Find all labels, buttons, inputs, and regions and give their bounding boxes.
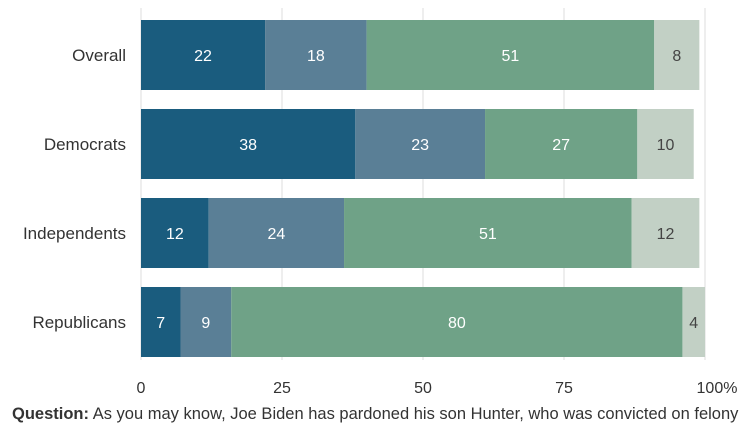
bar-segment	[355, 109, 486, 179]
data-label: 22	[194, 48, 212, 65]
bar-segment	[141, 109, 356, 179]
data-label: 23	[411, 137, 429, 154]
bar-segment	[141, 20, 266, 90]
x-tick-label: 75	[555, 380, 573, 397]
data-label: 12	[657, 226, 675, 243]
x-tick-label: 25	[273, 380, 291, 397]
data-label: 18	[307, 48, 325, 65]
bar-segment	[141, 198, 209, 268]
category-label: Overall	[72, 46, 126, 65]
bar-segment	[654, 20, 700, 90]
question-footnote: Question: As you may know, Joe Biden has…	[12, 403, 747, 425]
question-label: Question:	[12, 405, 89, 423]
data-label: 51	[502, 48, 520, 65]
category-label: Republicans	[32, 313, 126, 332]
bar-segment	[637, 109, 694, 179]
data-label: 8	[672, 48, 681, 65]
data-label: 4	[689, 315, 698, 332]
bar-segment	[180, 287, 232, 357]
category-label: Democrats	[44, 135, 126, 154]
question-text: As you may know, Joe Biden has pardoned …	[92, 405, 739, 423]
bar-segment	[366, 20, 655, 90]
category-label: Independents	[23, 224, 126, 243]
x-axis: 0 25 50 75 100%	[137, 380, 738, 397]
data-label: 10	[657, 137, 675, 154]
bar-segment	[265, 20, 367, 90]
bar-segment	[344, 198, 632, 268]
data-label: 9	[201, 315, 210, 332]
data-label: 80	[448, 315, 466, 332]
data-label: 24	[267, 226, 285, 243]
bar-segment	[208, 198, 345, 268]
bar-segment	[231, 287, 683, 357]
bar-segment	[631, 198, 700, 268]
x-tick-label: 50	[414, 380, 432, 397]
x-tick-label: 0	[137, 380, 146, 397]
bar-segment	[141, 287, 181, 357]
bar-segment	[485, 109, 638, 179]
data-label: 7	[156, 315, 165, 332]
data-label: 12	[166, 226, 184, 243]
data-label: 51	[479, 226, 497, 243]
bars-layer	[141, 20, 705, 357]
bar-segment	[682, 287, 705, 357]
stacked-bar-chart: Overall 22 18 51 8 Democrats 38 23 27 10 Independe…	[23, 8, 738, 397]
data-label: 27	[552, 137, 570, 154]
x-tick-label: 100%	[697, 380, 738, 397]
labels-layer: Overall 22 18 51 8 Democrats 38 23 27 10 Independe…	[23, 46, 698, 332]
data-label: 38	[239, 137, 257, 154]
